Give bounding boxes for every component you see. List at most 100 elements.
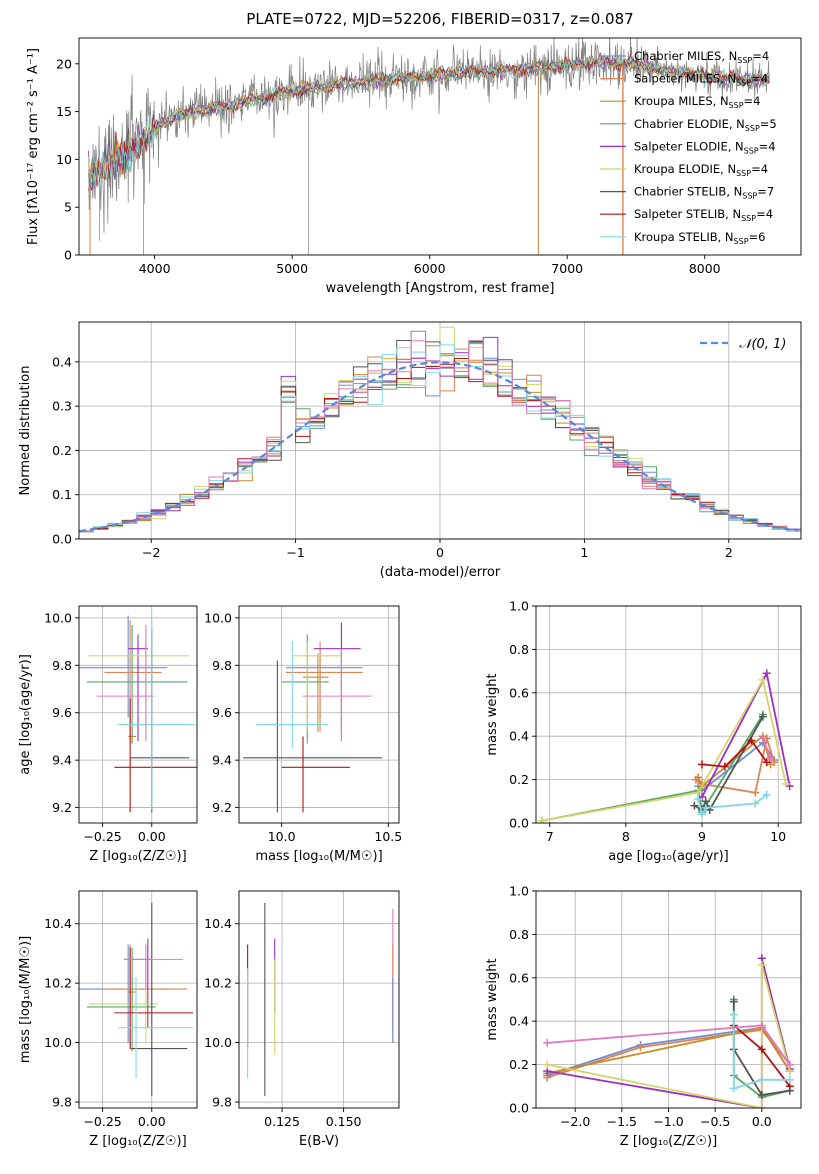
legend-entry: Chabrier ELODIE, NSSP=5 bbox=[600, 117, 777, 133]
x-tick-label: −0.25 bbox=[83, 1114, 121, 1129]
weight-marker bbox=[720, 762, 729, 771]
y-tick-label: 9.6 bbox=[52, 705, 72, 720]
errorbar-point bbox=[114, 947, 194, 1049]
legend-value: =4 bbox=[751, 162, 768, 176]
weight-marker bbox=[757, 960, 766, 969]
x-tick-label: −1 bbox=[286, 545, 304, 560]
age-vs-mass-panel: 10.0 10.5 9.2 9.4 9.6 9.8 10.0 mass [log₁₀(M/M☉… bbox=[204, 605, 402, 864]
y-tick-label: 0.8 bbox=[509, 927, 529, 942]
y-tick-label: 0.2 bbox=[509, 1057, 529, 1072]
weight-marker bbox=[757, 1090, 766, 1099]
errorbar-point bbox=[124, 944, 184, 990]
legend-text: Salpeter MILES, N bbox=[634, 72, 736, 86]
errorbar-point bbox=[281, 634, 329, 744]
x-tick-label: −0.5 bbox=[700, 1114, 730, 1129]
weight-vs-z-ylabel: mass weight bbox=[485, 958, 500, 1040]
y-tick-label: 9.4 bbox=[52, 753, 72, 768]
observed-spectrum bbox=[88, 38, 770, 234]
weight-marker bbox=[758, 712, 767, 721]
legend-subscript: SSP bbox=[741, 214, 756, 223]
x-tick-label: 0 bbox=[436, 545, 444, 560]
weight-line bbox=[541, 677, 787, 822]
weight-vs-age-frame bbox=[535, 605, 802, 824]
weight-marker bbox=[729, 1084, 738, 1093]
weight-marker bbox=[758, 734, 767, 743]
legend-label: Salpeter MILES, NSSP=4 bbox=[634, 72, 768, 88]
x-tick-label: 8 bbox=[622, 829, 630, 844]
age-vs-z-xlabel: Z [log₁₀(Z/Z☉)] bbox=[89, 849, 186, 864]
x-tick-label: 2 bbox=[725, 545, 733, 560]
errorbar-point bbox=[303, 648, 372, 742]
y-tick-label: 0.2 bbox=[509, 772, 529, 787]
weight-line bbox=[546, 1028, 791, 1079]
age-vs-mass-xlabel: mass [log₁₀(M/M☉)] bbox=[255, 849, 382, 864]
legend-value: =4 bbox=[751, 72, 768, 86]
y-tick-label: 0.0 bbox=[509, 816, 529, 831]
y-tick-label: 9.8 bbox=[52, 1095, 72, 1110]
errorbar-point bbox=[130, 902, 188, 1097]
legend-label: Kroupa MILES, NSSP=4 bbox=[634, 94, 760, 110]
weight-vs-z-plot-area bbox=[543, 954, 794, 1108]
y-tick-label: 10.4 bbox=[204, 916, 232, 931]
spectrum-plot-area bbox=[88, 38, 770, 255]
errorbar-point bbox=[130, 629, 190, 813]
y-tick-label: 9.2 bbox=[212, 800, 232, 815]
x-tick-label: −1.0 bbox=[653, 1114, 683, 1129]
y-tick-label: 0.3 bbox=[52, 399, 72, 414]
weight-marker bbox=[757, 1021, 766, 1030]
mass-vs-z-plot-area bbox=[79, 902, 194, 1097]
weight-marker bbox=[538, 816, 547, 823]
mass-vs-z-panel: −0.25 0.00 9.8 10.0 10.2 10.4 Z [log₁₀(Z/Z☉)] m… bbox=[18, 890, 198, 1149]
weight-marker bbox=[701, 803, 710, 812]
legend-label: Chabrier STELIB, NSSP=7 bbox=[634, 185, 774, 201]
legend-value: =4 bbox=[759, 139, 776, 153]
spectrum-ylabel: Flux [fλ10⁻¹⁷ erg cm⁻² s⁻¹ A⁻¹] bbox=[26, 48, 41, 245]
legend-text: Kroupa MILES, N bbox=[634, 94, 729, 108]
residuals-panel: −2 −1 0 1 2 0.0 0.1 0.2 0.3 0.4 (data-model)/error… bbox=[18, 321, 802, 580]
y-tick-label: 15 bbox=[56, 104, 72, 119]
weight-marker bbox=[757, 1075, 766, 1084]
legend-text: Salpeter ELODIE, N bbox=[634, 139, 744, 153]
y-tick-label: 0.8 bbox=[509, 642, 529, 657]
y-tick-label: 9.6 bbox=[212, 705, 232, 720]
x-tick-label: 5000 bbox=[276, 261, 308, 276]
legend-label: Chabrier MILES, NSSP=4 bbox=[634, 49, 769, 65]
weight-marker bbox=[785, 1060, 794, 1069]
y-tick-label: 0.6 bbox=[509, 685, 529, 700]
spectrum-panel: 4000 5000 6000 7000 8000 0 5 10 15 20 wavelength [… bbox=[26, 37, 802, 296]
errorbar-point bbox=[86, 947, 156, 1052]
y-tick-label: 1.0 bbox=[509, 599, 529, 614]
weight-marker bbox=[729, 1010, 738, 1019]
errorbar-point bbox=[243, 660, 382, 813]
legend-text: Chabrier MILES, N bbox=[634, 49, 737, 63]
errorbar-point bbox=[79, 615, 168, 718]
x-tick-label: 0.125 bbox=[264, 1114, 300, 1129]
errorbar-point bbox=[285, 648, 363, 718]
legend-subscript: SSP bbox=[736, 79, 751, 88]
weight-marker bbox=[543, 1060, 552, 1069]
legend-text: Salpeter STELIB, N bbox=[634, 207, 741, 221]
histogram-step bbox=[79, 339, 801, 533]
legend-subscript: SSP bbox=[742, 192, 757, 201]
y-tick-label: 0 bbox=[64, 248, 72, 263]
mass-vs-ebv-plot-area bbox=[247, 902, 394, 1097]
age-vs-z-plot-area bbox=[79, 615, 197, 813]
y-tick-label: 10 bbox=[56, 152, 72, 167]
x-tick-label: −2 bbox=[142, 545, 160, 560]
weight-line bbox=[732, 1014, 790, 1090]
legend-value: =4 bbox=[756, 207, 773, 221]
x-tick-label: 10 bbox=[770, 829, 786, 844]
residuals-ylabel: Normed distribution bbox=[18, 366, 33, 496]
age-vs-z-ylabel: age [log₁₀(age/yr)] bbox=[18, 654, 33, 775]
y-tick-label: 0.2 bbox=[52, 443, 72, 458]
weight-marker bbox=[690, 801, 699, 810]
y-tick-label: 0.4 bbox=[52, 354, 72, 369]
legend-subscript: SSP bbox=[729, 101, 744, 110]
legend-label: Chabrier ELODIE, NSSP=5 bbox=[634, 117, 777, 133]
weight-marker bbox=[766, 753, 775, 762]
residuals-plot-area bbox=[79, 326, 801, 533]
legend-entry: Kroupa STELIB, NSSP=6 bbox=[600, 230, 765, 246]
mass-vs-ebv-frame bbox=[238, 890, 400, 1109]
age-vs-z-frame bbox=[78, 605, 198, 824]
x-tick-label: −0.25 bbox=[83, 829, 121, 844]
